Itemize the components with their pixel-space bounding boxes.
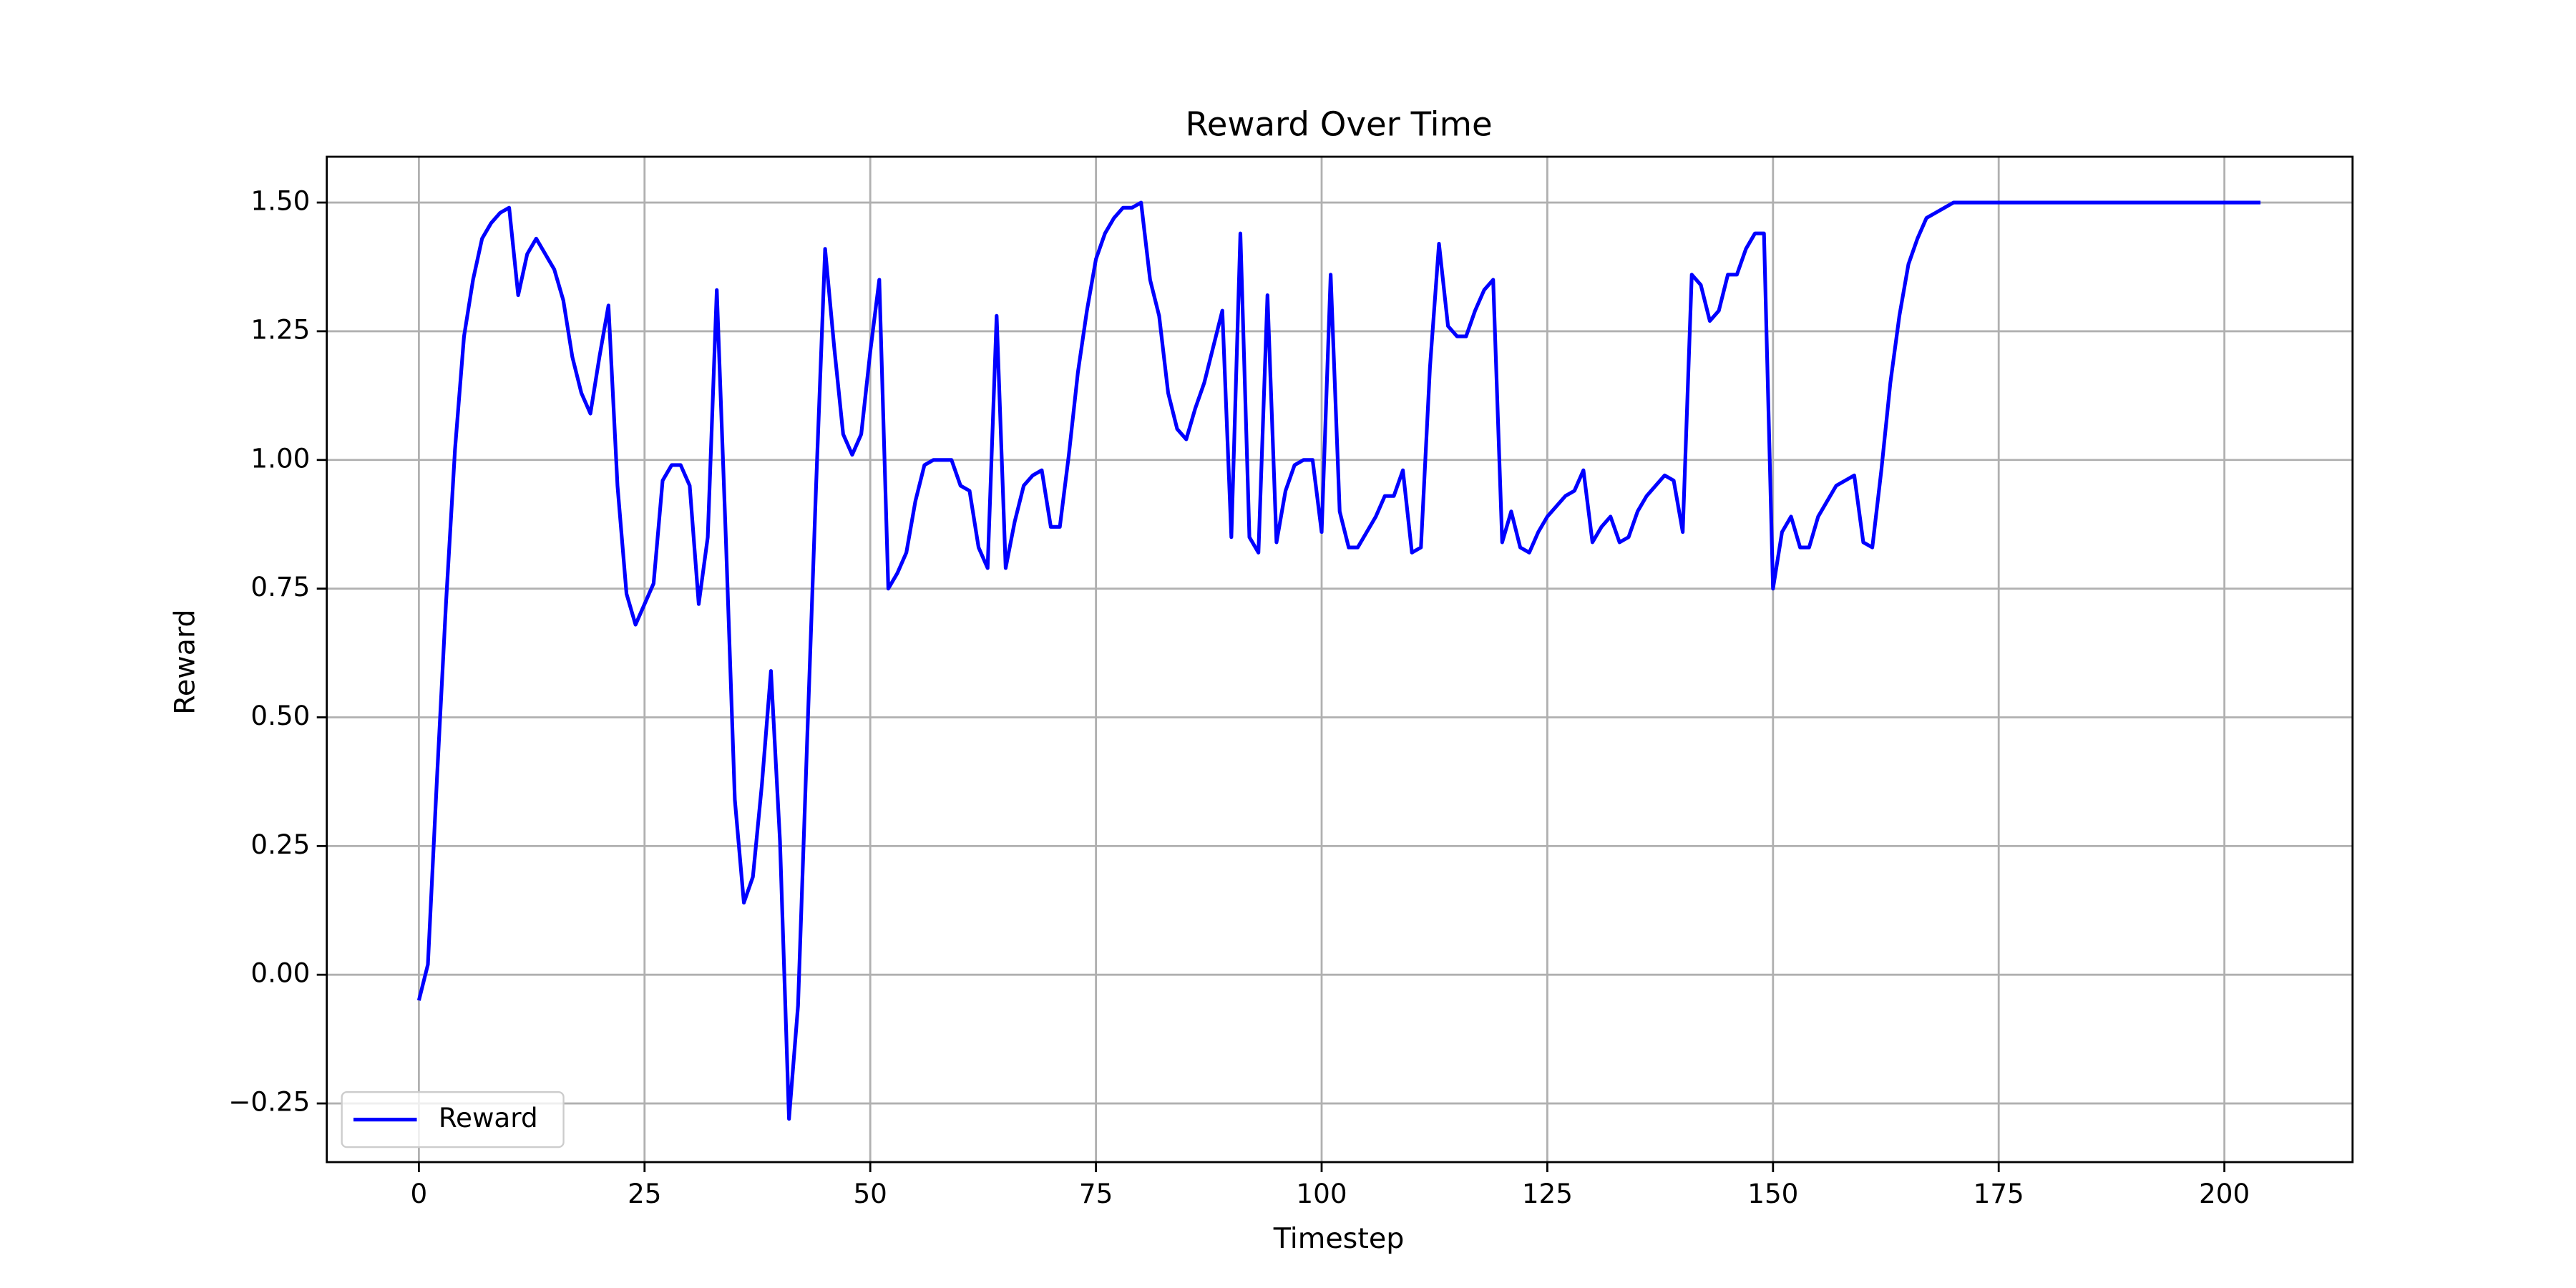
- x-tick-label: 25: [628, 1178, 661, 1209]
- y-axis-label: Reward: [168, 609, 201, 715]
- legend: Reward: [341, 1091, 565, 1148]
- legend-label: Reward: [439, 1102, 538, 1133]
- x-tick-label: 50: [853, 1178, 887, 1209]
- y-tick-label: −0.25: [228, 1086, 310, 1118]
- y-tick-label: 0.25: [250, 829, 310, 860]
- x-tick-label: 100: [1296, 1178, 1347, 1209]
- x-tick-label: 150: [1747, 1178, 1798, 1209]
- x-tick-label: 175: [1974, 1178, 2024, 1209]
- x-tick-label: 0: [411, 1178, 428, 1209]
- legend-box: [341, 1091, 565, 1148]
- x-axis-label: Timestep: [1273, 1222, 1405, 1255]
- y-tick-label: 0.00: [250, 957, 310, 989]
- y-tick-label: 1.25: [250, 313, 310, 345]
- x-tick-label: 125: [1522, 1178, 1573, 1209]
- data-line: [416, 200, 2261, 1121]
- y-tick-label: 0.50: [250, 700, 310, 731]
- y-tick-label: 1.00: [250, 442, 310, 474]
- chart-title: Reward Over Time: [1185, 105, 1492, 144]
- y-tick-label: 1.50: [250, 185, 310, 217]
- x-tick-label: 200: [2199, 1178, 2250, 1209]
- y-tick-label: 0.75: [250, 571, 310, 602]
- plot-frame: [326, 155, 2354, 1163]
- x-tick-label: 75: [1079, 1178, 1113, 1209]
